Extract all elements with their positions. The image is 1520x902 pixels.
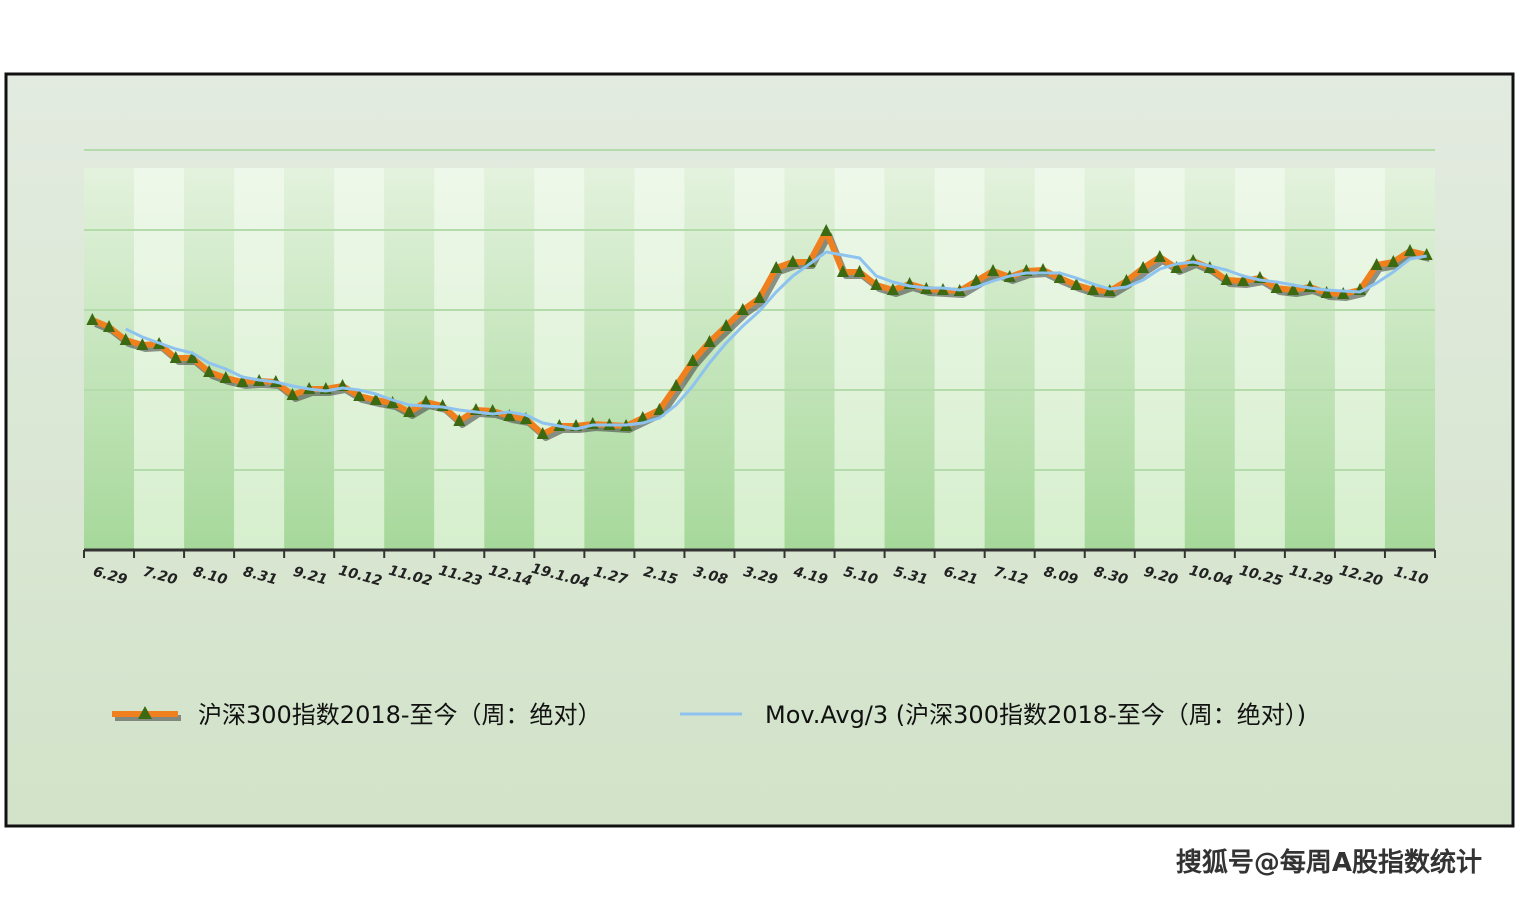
- series-line: [125, 250, 1427, 431]
- marker: [853, 265, 866, 277]
- marker: [753, 291, 766, 303]
- marker: [987, 264, 1000, 276]
- plot-band: [284, 168, 335, 550]
- plot-band: [1034, 168, 1085, 550]
- marker: [820, 224, 833, 236]
- legend-label: 沪深300指数2018-至今（周：绝对）: [198, 701, 602, 729]
- marker: [403, 405, 416, 417]
- marker: [686, 354, 699, 366]
- marker: [519, 412, 532, 424]
- marker: [1270, 281, 1283, 293]
- plot-band: [384, 168, 435, 550]
- marker: [136, 338, 149, 350]
- plot-band: [434, 168, 485, 550]
- marker: [1287, 283, 1300, 295]
- plot-band: [84, 168, 135, 550]
- plot-band: [634, 168, 685, 550]
- plot-band: [1084, 168, 1135, 550]
- plot-band: [1134, 168, 1185, 550]
- marker: [803, 255, 816, 267]
- marker: [86, 313, 99, 325]
- plot-band: [484, 168, 535, 550]
- marker: [886, 283, 899, 295]
- marker: [1387, 255, 1400, 267]
- plot-band: [884, 168, 935, 550]
- watermark: 搜狐号@每周A股指数统计: [1176, 847, 1482, 878]
- marker: [536, 427, 549, 439]
- plot-band: [834, 168, 885, 550]
- marker: [503, 409, 516, 421]
- marker: [870, 278, 883, 290]
- marker: [453, 414, 466, 426]
- marker: [186, 351, 199, 363]
- marker: [219, 371, 232, 383]
- marker: [1170, 261, 1183, 273]
- plot-band: [1384, 168, 1435, 550]
- marker: [1053, 271, 1066, 283]
- plot-band: [1284, 168, 1335, 550]
- marker: [419, 395, 432, 407]
- plot-band: [534, 168, 585, 550]
- marker: [1120, 274, 1133, 286]
- marker: [653, 403, 666, 415]
- marker: [103, 320, 116, 332]
- marker: [353, 389, 366, 401]
- marker: [703, 335, 716, 347]
- plot-band: [334, 168, 385, 550]
- marker: [1220, 273, 1233, 285]
- plot-band: [234, 168, 285, 550]
- marker: [1070, 278, 1083, 290]
- marker: [386, 396, 399, 408]
- plot-band: [1184, 168, 1235, 550]
- plot-band: [584, 168, 635, 550]
- marker: [1337, 287, 1350, 299]
- marker: [1403, 244, 1416, 256]
- marker: [720, 319, 733, 331]
- legend-marker: [138, 706, 152, 719]
- marker: [1153, 250, 1166, 262]
- marker: [970, 274, 983, 286]
- marker: [786, 255, 799, 267]
- plot-band: [1334, 168, 1385, 550]
- marker: [1137, 261, 1150, 273]
- legend-label: Mov.Avg/3 (沪深300指数2018-至今（周：绝对）): [765, 701, 1306, 729]
- plot-band: [734, 168, 785, 550]
- marker: [236, 375, 249, 387]
- plot-band: [1234, 168, 1285, 550]
- marker: [736, 303, 749, 315]
- marker: [670, 379, 683, 391]
- marker: [169, 351, 182, 363]
- marker: [119, 333, 132, 345]
- marker: [286, 388, 299, 400]
- plot-band: [934, 168, 985, 550]
- plot-band: [984, 168, 1035, 550]
- marker: [636, 411, 649, 423]
- marker: [836, 265, 849, 277]
- marker: [1237, 274, 1250, 286]
- marker: [1320, 286, 1333, 298]
- marker: [203, 365, 216, 377]
- plot-band: [784, 168, 835, 550]
- marker: [369, 393, 382, 405]
- marker: [1370, 258, 1383, 270]
- marker: [1087, 283, 1100, 295]
- marker: [770, 261, 783, 273]
